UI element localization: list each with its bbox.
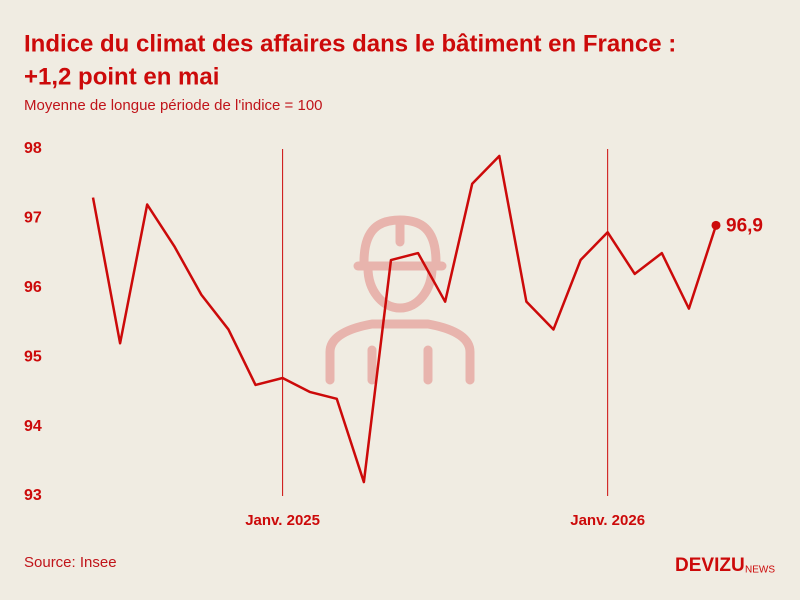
y-tick-label: 94 xyxy=(24,418,42,435)
y-tick-label: 98 xyxy=(24,140,42,157)
x-tick-label: Janv. 2026 xyxy=(570,512,645,529)
end-point xyxy=(711,220,721,230)
worker-icon xyxy=(325,215,475,385)
chart-subtitle: Moyenne de longue période de l'indice = … xyxy=(24,97,323,114)
brand-suffix: NEWS xyxy=(745,565,775,576)
line-series xyxy=(91,154,718,484)
source: Source: Insee xyxy=(24,554,117,571)
y-tick-label: 96 xyxy=(24,279,42,296)
y-tick-label: 95 xyxy=(24,348,42,365)
brand: DEVIZU xyxy=(675,555,745,576)
x-tick-label: Janv. 2025 xyxy=(245,512,320,529)
y-tick-label: 97 xyxy=(24,210,42,227)
y-tick-label: 93 xyxy=(24,487,42,504)
value-label: 96,9 xyxy=(726,215,763,236)
chart-title: Indice du climat des affaires dans le bâ… xyxy=(24,30,676,57)
chart-title-line2: +1,2 point en mai xyxy=(24,63,219,90)
